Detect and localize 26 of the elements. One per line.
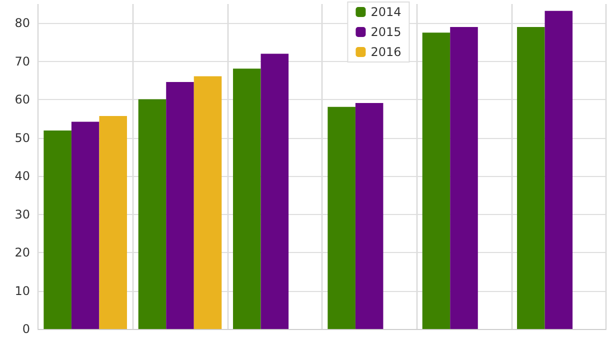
bar (138, 99, 166, 329)
bar (166, 82, 194, 329)
legend-label: 2015 (370, 25, 402, 39)
bar (450, 26, 478, 329)
bar (44, 130, 72, 329)
y-tick-label: 50 (14, 130, 30, 145)
bar (194, 76, 222, 329)
bar (328, 106, 356, 329)
bar (355, 103, 384, 329)
bar (260, 54, 289, 329)
bar (99, 116, 127, 329)
bar (233, 68, 261, 329)
bar (422, 32, 450, 329)
y-tick-label: 30 (14, 207, 30, 222)
y-tick-label: 0 (22, 322, 30, 336)
legend-label: 2016 (370, 45, 402, 59)
y-tick-label: 80 (14, 16, 30, 30)
y-tick-label: 70 (14, 54, 30, 68)
y-tick-label: 20 (14, 246, 30, 260)
bar (71, 122, 100, 329)
y-tick-label: 10 (14, 284, 30, 298)
bar (517, 26, 545, 329)
y-tick-label: 60 (14, 92, 30, 107)
y-tick-label: 40 (14, 169, 30, 184)
legend-label: 2014 (370, 5, 402, 19)
bar (544, 10, 573, 329)
